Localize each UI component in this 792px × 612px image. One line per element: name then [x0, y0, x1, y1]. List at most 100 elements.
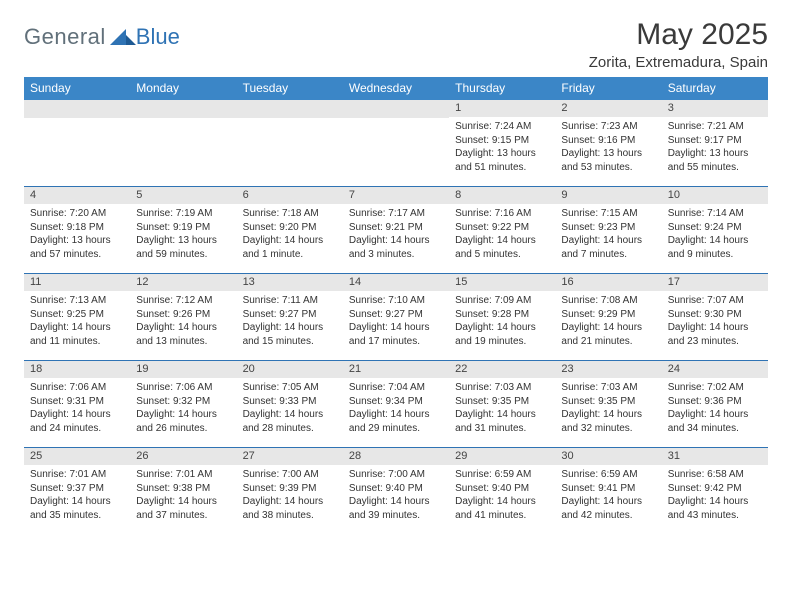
daylight-line: Daylight: 14 hours and 34 minutes.	[668, 408, 762, 435]
sunset-line: Sunset: 9:29 PM	[561, 308, 655, 322]
day-cell: 18Sunrise: 7:06 AMSunset: 9:31 PMDayligh…	[24, 361, 130, 447]
day-number: 20	[237, 361, 343, 378]
day-number: 29	[449, 448, 555, 465]
dow-cell: Saturday	[662, 77, 768, 100]
sunset-line: Sunset: 9:16 PM	[561, 134, 655, 148]
sunrise-line: Sunrise: 7:17 AM	[349, 207, 443, 221]
daylight-line: Daylight: 14 hours and 43 minutes.	[668, 495, 762, 522]
day-body: Sunrise: 7:01 AMSunset: 9:37 PMDaylight:…	[24, 465, 130, 526]
day-body: Sunrise: 7:16 AMSunset: 9:22 PMDaylight:…	[449, 204, 555, 265]
day-number: 15	[449, 274, 555, 291]
day-body: Sunrise: 7:04 AMSunset: 9:34 PMDaylight:…	[343, 378, 449, 439]
day-cell: 7Sunrise: 7:17 AMSunset: 9:21 PMDaylight…	[343, 187, 449, 273]
day-body: Sunrise: 7:15 AMSunset: 9:23 PMDaylight:…	[555, 204, 661, 265]
day-body: Sunrise: 6:59 AMSunset: 9:41 PMDaylight:…	[555, 465, 661, 526]
day-number: 24	[662, 361, 768, 378]
day-number: 31	[662, 448, 768, 465]
day-cell: 13Sunrise: 7:11 AMSunset: 9:27 PMDayligh…	[237, 274, 343, 360]
sunset-line: Sunset: 9:34 PM	[349, 395, 443, 409]
sunset-line: Sunset: 9:21 PM	[349, 221, 443, 235]
day-number: 10	[662, 187, 768, 204]
sunrise-line: Sunrise: 7:14 AM	[668, 207, 762, 221]
day-body: Sunrise: 7:17 AMSunset: 9:21 PMDaylight:…	[343, 204, 449, 265]
day-number: 3	[662, 100, 768, 117]
day-cell: 31Sunrise: 6:58 AMSunset: 9:42 PMDayligh…	[662, 448, 768, 534]
sunset-line: Sunset: 9:37 PM	[30, 482, 124, 496]
day-body: Sunrise: 7:02 AMSunset: 9:36 PMDaylight:…	[662, 378, 768, 439]
sunrise-line: Sunrise: 7:19 AM	[136, 207, 230, 221]
sunrise-line: Sunrise: 7:05 AM	[243, 381, 337, 395]
dow-cell: Tuesday	[237, 77, 343, 100]
daylight-line: Daylight: 14 hours and 29 minutes.	[349, 408, 443, 435]
day-number: 12	[130, 274, 236, 291]
month-title: May 2025	[589, 18, 768, 52]
day-body: Sunrise: 7:19 AMSunset: 9:19 PMDaylight:…	[130, 204, 236, 265]
day-cell: 17Sunrise: 7:07 AMSunset: 9:30 PMDayligh…	[662, 274, 768, 360]
sunset-line: Sunset: 9:30 PM	[668, 308, 762, 322]
day-body: Sunrise: 7:05 AMSunset: 9:33 PMDaylight:…	[237, 378, 343, 439]
day-body: Sunrise: 7:09 AMSunset: 9:28 PMDaylight:…	[449, 291, 555, 352]
day-body: Sunrise: 7:12 AMSunset: 9:26 PMDaylight:…	[130, 291, 236, 352]
day-number: 19	[130, 361, 236, 378]
day-body: Sunrise: 6:58 AMSunset: 9:42 PMDaylight:…	[662, 465, 768, 526]
sunset-line: Sunset: 9:23 PM	[561, 221, 655, 235]
sunset-line: Sunset: 9:42 PM	[668, 482, 762, 496]
daylight-line: Daylight: 14 hours and 41 minutes.	[455, 495, 549, 522]
dow-cell: Monday	[130, 77, 236, 100]
day-number	[24, 100, 130, 118]
day-cell: 6Sunrise: 7:18 AMSunset: 9:20 PMDaylight…	[237, 187, 343, 273]
day-number: 4	[24, 187, 130, 204]
sunrise-line: Sunrise: 7:07 AM	[668, 294, 762, 308]
day-cell: 14Sunrise: 7:10 AMSunset: 9:27 PMDayligh…	[343, 274, 449, 360]
day-number: 21	[343, 361, 449, 378]
daylight-line: Daylight: 14 hours and 42 minutes.	[561, 495, 655, 522]
day-number: 25	[24, 448, 130, 465]
dow-cell: Wednesday	[343, 77, 449, 100]
day-cell: 15Sunrise: 7:09 AMSunset: 9:28 PMDayligh…	[449, 274, 555, 360]
day-number: 7	[343, 187, 449, 204]
sunrise-line: Sunrise: 7:23 AM	[561, 120, 655, 134]
day-body: Sunrise: 7:06 AMSunset: 9:31 PMDaylight:…	[24, 378, 130, 439]
day-cell: 30Sunrise: 6:59 AMSunset: 9:41 PMDayligh…	[555, 448, 661, 534]
daylight-line: Daylight: 14 hours and 31 minutes.	[455, 408, 549, 435]
day-body: Sunrise: 7:13 AMSunset: 9:25 PMDaylight:…	[24, 291, 130, 352]
daylight-line: Daylight: 14 hours and 28 minutes.	[243, 408, 337, 435]
day-cell: 10Sunrise: 7:14 AMSunset: 9:24 PMDayligh…	[662, 187, 768, 273]
day-cell: 5Sunrise: 7:19 AMSunset: 9:19 PMDaylight…	[130, 187, 236, 273]
day-number	[343, 100, 449, 118]
sunset-line: Sunset: 9:22 PM	[455, 221, 549, 235]
day-body: Sunrise: 7:21 AMSunset: 9:17 PMDaylight:…	[662, 117, 768, 178]
day-body: Sunrise: 7:11 AMSunset: 9:27 PMDaylight:…	[237, 291, 343, 352]
day-body: Sunrise: 7:10 AMSunset: 9:27 PMDaylight:…	[343, 291, 449, 352]
day-body: Sunrise: 7:20 AMSunset: 9:18 PMDaylight:…	[24, 204, 130, 265]
week-row: 18Sunrise: 7:06 AMSunset: 9:31 PMDayligh…	[24, 361, 768, 448]
day-body: Sunrise: 6:59 AMSunset: 9:40 PMDaylight:…	[449, 465, 555, 526]
day-number: 9	[555, 187, 661, 204]
daylight-line: Daylight: 13 hours and 53 minutes.	[561, 147, 655, 174]
daylight-line: Daylight: 14 hours and 39 minutes.	[349, 495, 443, 522]
sunrise-line: Sunrise: 7:00 AM	[243, 468, 337, 482]
day-number: 5	[130, 187, 236, 204]
sunset-line: Sunset: 9:33 PM	[243, 395, 337, 409]
daylight-line: Daylight: 14 hours and 21 minutes.	[561, 321, 655, 348]
sunrise-line: Sunrise: 7:13 AM	[30, 294, 124, 308]
day-cell: 29Sunrise: 6:59 AMSunset: 9:40 PMDayligh…	[449, 448, 555, 534]
day-cell: 12Sunrise: 7:12 AMSunset: 9:26 PMDayligh…	[130, 274, 236, 360]
sunrise-line: Sunrise: 7:16 AM	[455, 207, 549, 221]
day-cell: 20Sunrise: 7:05 AMSunset: 9:33 PMDayligh…	[237, 361, 343, 447]
sunrise-line: Sunrise: 7:06 AM	[30, 381, 124, 395]
day-cell: 2Sunrise: 7:23 AMSunset: 9:16 PMDaylight…	[555, 100, 661, 186]
sunset-line: Sunset: 9:40 PM	[349, 482, 443, 496]
day-body: Sunrise: 7:00 AMSunset: 9:40 PMDaylight:…	[343, 465, 449, 526]
day-number: 8	[449, 187, 555, 204]
sunset-line: Sunset: 9:15 PM	[455, 134, 549, 148]
sunrise-line: Sunrise: 7:01 AM	[30, 468, 124, 482]
day-number: 11	[24, 274, 130, 291]
sunrise-line: Sunrise: 7:00 AM	[349, 468, 443, 482]
day-number: 14	[343, 274, 449, 291]
day-body: Sunrise: 7:03 AMSunset: 9:35 PMDaylight:…	[555, 378, 661, 439]
day-cell: 1Sunrise: 7:24 AMSunset: 9:15 PMDaylight…	[449, 100, 555, 186]
day-number	[237, 100, 343, 118]
sunset-line: Sunset: 9:26 PM	[136, 308, 230, 322]
sunset-line: Sunset: 9:35 PM	[561, 395, 655, 409]
